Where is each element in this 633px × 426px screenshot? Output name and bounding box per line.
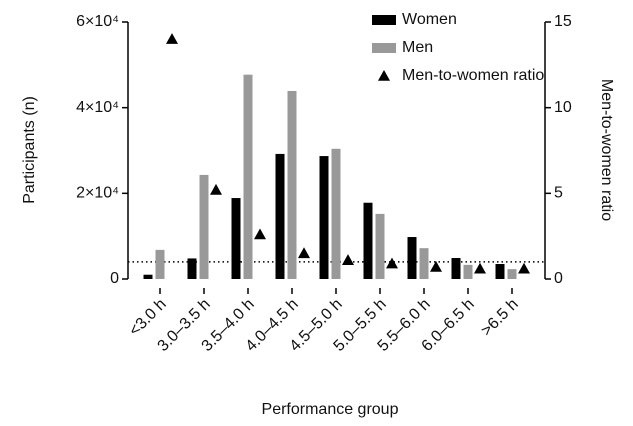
bar xyxy=(319,156,329,279)
bar xyxy=(363,202,373,279)
bar xyxy=(243,74,253,279)
bar xyxy=(419,248,429,279)
y-tick-label: 2×10⁴ xyxy=(76,185,119,202)
bar xyxy=(187,258,197,279)
ratio-marker xyxy=(430,261,442,272)
legend-marker xyxy=(378,70,390,81)
bar xyxy=(155,249,165,279)
y-tick-label: 6×10⁴ xyxy=(76,13,119,30)
ratio-marker xyxy=(166,33,178,44)
x-tick-label: >6.5 h xyxy=(478,296,522,340)
legend-swatch xyxy=(372,15,396,25)
ratio-marker xyxy=(342,254,354,265)
y2-tick-label: 15 xyxy=(554,13,572,30)
bar xyxy=(375,213,385,279)
bar xyxy=(231,198,241,279)
y-tick-label: 4×10⁴ xyxy=(76,99,119,116)
bar xyxy=(507,269,517,279)
legend-label: Men xyxy=(402,39,433,56)
x-axis-title: Performance group xyxy=(262,401,399,418)
bar xyxy=(407,237,417,279)
y-axis-title: Participants (n) xyxy=(21,96,38,204)
y2-axis-title: Men-to-women ratio xyxy=(598,79,615,221)
bar xyxy=(451,258,461,279)
y-tick-label: 0 xyxy=(110,270,119,287)
ratio-marker xyxy=(518,262,530,274)
y2-tick-label: 5 xyxy=(554,185,563,202)
bar xyxy=(463,264,473,279)
ratio-marker xyxy=(474,262,486,274)
bar xyxy=(199,174,209,279)
y2-tick-label: 0 xyxy=(554,270,563,287)
legend-label: Women xyxy=(402,11,457,28)
bar xyxy=(143,274,153,279)
bar xyxy=(287,90,297,279)
legend-swatch xyxy=(372,43,396,53)
bar xyxy=(331,148,341,279)
y2-tick-label: 10 xyxy=(554,99,572,116)
bar xyxy=(275,153,285,279)
ratio-marker xyxy=(298,247,310,259)
ratio-marker xyxy=(254,228,266,240)
bar xyxy=(495,264,505,279)
ratio-marker xyxy=(210,183,222,195)
ratio-marker xyxy=(386,257,398,269)
legend-label: Men-to-women ratio xyxy=(402,67,544,84)
